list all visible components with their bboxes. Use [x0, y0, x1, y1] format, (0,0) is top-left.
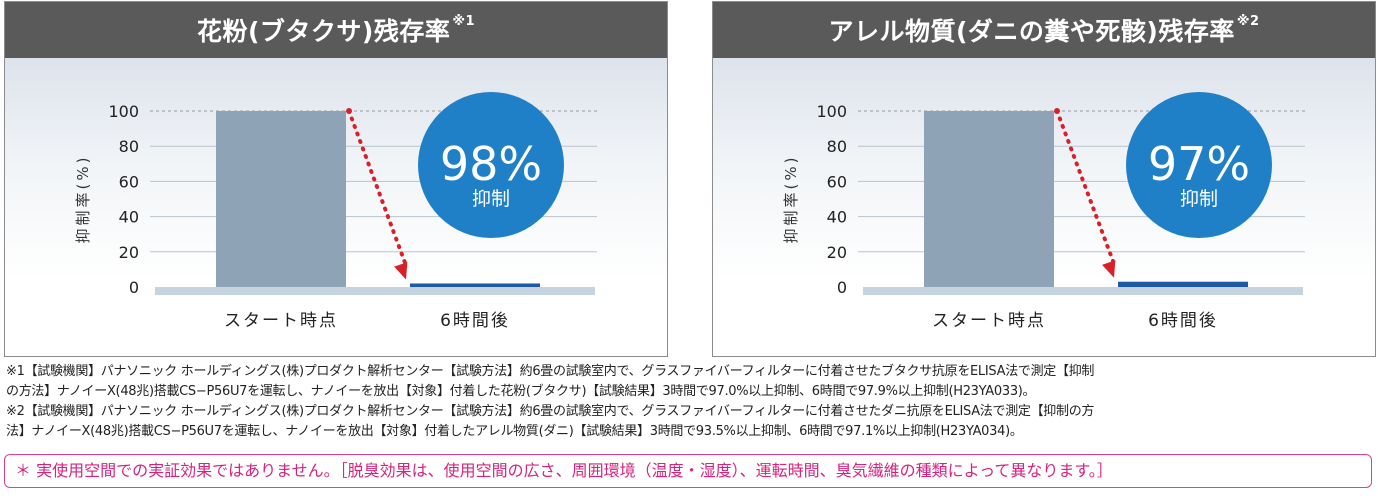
reduction-badge	[1126, 92, 1272, 238]
y-tick-label: 80	[827, 137, 847, 156]
y-tick-label: 100	[816, 102, 847, 121]
y-tick-label: 100	[108, 102, 139, 121]
reduction-badge-label: 抑制	[472, 188, 510, 210]
disclaimer-notice: ＊ 実使用空間での実証効果ではありません。［脱臭効果は、使用空間の広さ、周囲環境…	[4, 454, 1372, 488]
footnote-1-line-2: の方法】ナノイーX(48兆)搭載CS−P56U7を運転し、ナノイーを放出【対象】…	[6, 384, 1036, 399]
chart-plot-area: 抑制率(%) 0 20 40 60 80 100 スタート時点 6時間後 97% 抑制	[713, 58, 1375, 356]
y-tick-label: 20	[827, 243, 847, 262]
decline-arrow-head	[1102, 260, 1116, 278]
footnote-2: ※2【試験機関】パナソニック ホールディングス(株)プロダクト解析センター【試験…	[6, 402, 1376, 442]
y-tick-label: 40	[827, 208, 847, 227]
x-tick-label: 6時間後	[1148, 311, 1218, 331]
footnote-2-line-1: ※2【試験機関】パナソニック ホールディングス(株)プロダクト解析センター【試験…	[6, 404, 1095, 419]
footnote-1: ※1【試験機関】パナソニック ホールディングス(株)プロダクト解析センター【試験…	[6, 362, 1376, 402]
y-axis-label: 抑制率(%)	[74, 155, 92, 244]
chart-panel-pollen: 花粉(ブタクサ)残存率 ※1 抑制率(%) 0 20 40 60 80 100 スタート時点 6時…	[4, 1, 668, 357]
baseline-band	[863, 287, 1303, 295]
decline-arrow-line	[1055, 109, 1116, 266]
x-tick-label: 6時間後	[440, 311, 510, 331]
reduction-badge-value: 98%	[440, 137, 542, 191]
y-tick-label: 60	[827, 172, 847, 191]
y-tick-label: 0	[837, 278, 847, 297]
y-tick-label: 0	[129, 278, 139, 297]
x-tick-label: スタート時点	[932, 311, 1046, 331]
bar-chart-allergen: 抑制率(%) 0 20 40 60 80 100 スタート時点 6時間後 97%抑制	[782, 92, 1305, 331]
decline-arrow-head	[394, 262, 408, 280]
reduction-badge-value: 97%	[1148, 137, 1250, 191]
panel-title-bar: アレル物質(ダニの糞や死骸)残存率 ※2	[713, 2, 1375, 58]
bar-start	[924, 111, 1054, 287]
y-tick-label: 40	[119, 208, 139, 227]
chart-title: アレル物質(ダニの糞や死骸)残存率	[828, 17, 1235, 46]
footnote-2-line-2: 法】ナノイーX(48兆)搭載CS−P56U7を運転し、ナノイーを放出【対象】付着…	[6, 424, 1023, 439]
bar-start	[216, 111, 346, 287]
x-tick-label: スタート時点	[224, 311, 338, 331]
reduction-badge-label: 抑制	[1180, 188, 1218, 210]
bar-chart-pollen: 抑制率(%) 0 20 40 60 80 100 スタート時点 6時間後 98%抑制	[74, 92, 597, 331]
bar-after	[410, 283, 540, 287]
chart-plot-area: 抑制率(%) 0 20 40 60 80 100 スタート時点 6時間後 98% 抑制	[5, 58, 667, 356]
chart-title-mark: ※1	[452, 13, 476, 29]
bar-after	[1118, 281, 1248, 287]
chart-panel-allergen: アレル物質(ダニの糞や死骸)残存率 ※2 抑制率(%) 0 20 40 60 80 100 スタ…	[712, 1, 1376, 357]
chart-title: 花粉(ブタクサ)残存率	[196, 17, 451, 46]
chart-title-mark: ※2	[1236, 13, 1260, 29]
y-tick-label: 80	[119, 137, 139, 156]
panel-title-bar: 花粉(ブタクサ)残存率 ※1	[5, 2, 667, 58]
baseline-band	[155, 287, 595, 295]
decline-arrow-line	[347, 109, 408, 268]
y-tick-label: 60	[119, 172, 139, 191]
footnote-1-line-1: ※1【試験機関】パナソニック ホールディングス(株)プロダクト解析センター【試験…	[6, 364, 1095, 379]
reduction-badge	[418, 92, 564, 238]
y-tick-label: 20	[119, 243, 139, 262]
y-axis-label: 抑制率(%)	[782, 155, 800, 244]
